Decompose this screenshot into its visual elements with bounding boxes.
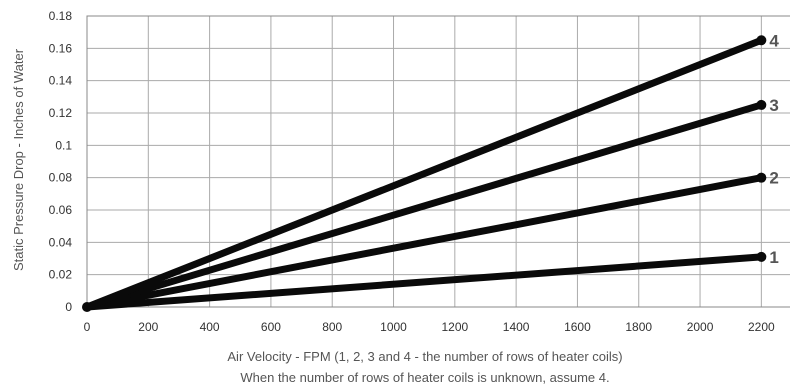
series-endpoint-3 bbox=[756, 99, 767, 110]
y-tick-label: 0.06 bbox=[49, 203, 73, 217]
x-tick-labels: 0 200 400 600 800 1000 1200 1400 1600 1800 2000 220… bbox=[84, 320, 775, 334]
x-tick-label: 400 bbox=[200, 320, 220, 334]
series-lines bbox=[82, 35, 767, 312]
x-tick-label: 2200 bbox=[748, 320, 775, 334]
plot-frame bbox=[86, 15, 790, 308]
x-tick-label: 600 bbox=[261, 320, 281, 334]
x-tick-label: 2000 bbox=[687, 320, 714, 334]
series-endpoint-4 bbox=[756, 35, 767, 46]
series-line-2 bbox=[83, 174, 765, 311]
y-tick-label: 0.1 bbox=[55, 138, 72, 152]
x-tick-label: 200 bbox=[138, 320, 158, 334]
x-tick-label: 1800 bbox=[625, 320, 652, 334]
x-tick-label: 1400 bbox=[503, 320, 530, 334]
x-tick-label: 1000 bbox=[380, 320, 407, 334]
chart-note: When the number of rows of heater coils … bbox=[240, 370, 609, 385]
y-tick-label: 0.08 bbox=[49, 171, 73, 185]
series-endpoint-2 bbox=[756, 172, 767, 183]
series-line-3 bbox=[83, 101, 765, 311]
series-label-1: 1 bbox=[769, 248, 778, 267]
series-label-3: 3 bbox=[769, 96, 778, 115]
y-tick-labels: 0 0.02 0.04 0.06 0.08 0.1 0.12 0.14 0.16 0.18 bbox=[49, 9, 73, 314]
series-line-1 bbox=[83, 253, 765, 311]
x-tick-label: 0 bbox=[84, 320, 91, 334]
y-tick-label: 0.12 bbox=[49, 106, 73, 120]
x-tick-label: 1200 bbox=[441, 320, 468, 334]
series-endpoint-1 bbox=[756, 251, 767, 262]
y-tick-label: 0.14 bbox=[49, 74, 73, 88]
x-axis-title: Air Velocity - FPM (1, 2, 3 and 4 - the … bbox=[227, 349, 622, 364]
origin-point bbox=[82, 302, 92, 312]
series-labels: 1 2 3 4 bbox=[769, 31, 779, 267]
series-line-4 bbox=[83, 36, 765, 311]
series-label-2: 2 bbox=[769, 169, 778, 188]
x-tick-label: 800 bbox=[322, 320, 342, 334]
series-label-4: 4 bbox=[769, 31, 779, 50]
y-tick-label: 0.16 bbox=[49, 41, 73, 55]
y-tick-label: 0.04 bbox=[49, 235, 73, 249]
y-axis-title: Static Pressure Drop - Inches of Water bbox=[11, 48, 26, 271]
x-tick-label: 1600 bbox=[564, 320, 591, 334]
y-tick-label: 0.02 bbox=[49, 268, 73, 282]
y-tick-label: 0 bbox=[65, 300, 72, 314]
y-tick-label: 0.18 bbox=[49, 9, 73, 23]
